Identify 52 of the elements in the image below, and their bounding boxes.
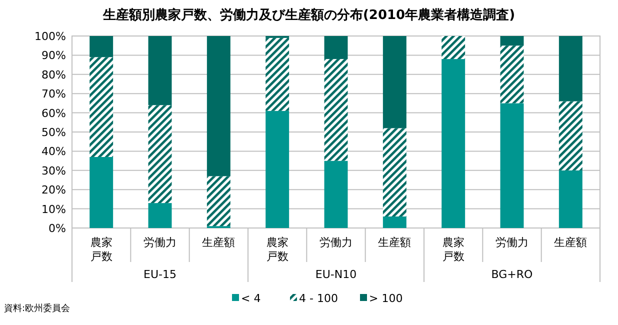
- x-tick-label: 労働力: [144, 236, 176, 249]
- x-tick-label: 生産額: [202, 236, 236, 249]
- legend-label: 4 - 100: [299, 292, 338, 305]
- y-tick-label: 90%: [42, 49, 66, 62]
- legend-label: > 100: [369, 292, 403, 305]
- bar: [206, 176, 230, 226]
- bar: [324, 36, 348, 60]
- bar: [148, 36, 172, 106]
- y-tick-label: 0%: [48, 222, 66, 235]
- x-tick-label: 生産額: [554, 236, 588, 249]
- x-tick-label: 生産額: [378, 236, 412, 249]
- y-tick-label: 40%: [42, 145, 66, 158]
- bar: [558, 101, 582, 170]
- y-tick-label: 80%: [42, 68, 66, 82]
- bar: [90, 36, 114, 58]
- bar: [382, 128, 406, 216]
- y-tick-label: 70%: [42, 88, 66, 101]
- bar: [266, 38, 290, 111]
- y-tick-label: 60%: [42, 106, 66, 120]
- chart-title: 生産額別農家戸数、労働力及び生産額の分布(2010年農業者構造調査): [102, 7, 516, 23]
- x-tick-label: 農家戸数: [266, 236, 288, 263]
- bar: [90, 57, 114, 157]
- text: EU-N10: [315, 268, 357, 281]
- y-tick-label: 50%: [42, 126, 66, 139]
- y-tick-label: 20%: [42, 184, 66, 197]
- x-tick-label: 労働力: [320, 236, 352, 249]
- bar: [382, 216, 406, 228]
- bar: [148, 105, 172, 204]
- legend-label: < 4: [241, 292, 261, 305]
- x-tick-label: 農家戸数: [442, 236, 464, 263]
- bar: [324, 160, 348, 228]
- bar: [324, 59, 348, 161]
- x-tick-label: 農家戸数: [90, 236, 112, 263]
- bar: [266, 110, 290, 228]
- y-tick-label: 30%: [42, 164, 66, 178]
- bar: [382, 36, 406, 128]
- text: EU-15: [144, 268, 176, 281]
- text: BG+RO: [491, 268, 534, 281]
- bar: [148, 203, 172, 228]
- bar: [442, 36, 466, 60]
- bar: [206, 36, 230, 176]
- text: 資料:欧州委員会: [4, 303, 70, 314]
- bar: [90, 156, 114, 228]
- bar: [500, 103, 524, 228]
- bar: [442, 59, 466, 228]
- y-tick-label: 10%: [42, 202, 66, 216]
- x-tick-label: 労働力: [496, 236, 528, 249]
- bar: [558, 36, 582, 102]
- bar: [500, 36, 524, 46]
- bar: [500, 46, 524, 104]
- y-tick-label: 100%: [34, 30, 66, 43]
- bar: [558, 170, 582, 228]
